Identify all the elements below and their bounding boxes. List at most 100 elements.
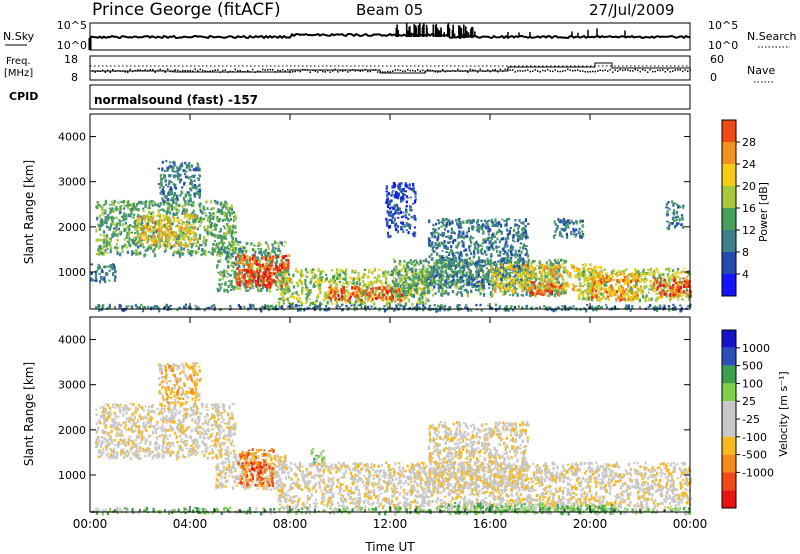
power-echo-cell bbox=[185, 170, 188, 173]
power-echo-cell bbox=[543, 278, 546, 282]
nave-point bbox=[569, 69, 571, 72]
power-echo-cell bbox=[493, 283, 497, 286]
power-echo-cell bbox=[224, 284, 227, 286]
power-echo-cell bbox=[254, 263, 258, 265]
power-echo-cell bbox=[193, 192, 196, 197]
power-echo-cell bbox=[560, 289, 563, 292]
power-echo-cell bbox=[225, 288, 228, 292]
power-echo-cell bbox=[532, 281, 536, 286]
power-echo-cell bbox=[134, 249, 137, 252]
power-echo-cell bbox=[176, 197, 179, 201]
power-echo-cell bbox=[557, 288, 560, 293]
nave-point bbox=[119, 70, 121, 72]
power-echo-cell bbox=[545, 286, 548, 289]
power-echo-cell bbox=[192, 250, 195, 252]
power-echo-cell bbox=[161, 197, 164, 201]
power-echo-cell bbox=[490, 236, 493, 241]
nave-label: Nave bbox=[747, 64, 775, 77]
power-echo-cell bbox=[391, 296, 394, 300]
nave-point bbox=[629, 70, 631, 72]
power-echo-cell bbox=[533, 260, 536, 262]
power-echo-cell bbox=[167, 234, 171, 236]
power-echo-cell bbox=[415, 282, 418, 286]
power-echo-cell bbox=[473, 283, 476, 287]
power-echo-cell bbox=[642, 268, 646, 271]
power-echo-cell bbox=[583, 277, 586, 280]
power-echo-cell bbox=[533, 267, 537, 270]
power-echo-cell bbox=[379, 293, 382, 296]
power-echo-cell bbox=[460, 235, 463, 239]
power-echo-cell bbox=[99, 280, 102, 284]
power-echo-cell bbox=[232, 265, 235, 269]
power-echo-cell bbox=[483, 292, 486, 297]
power-echo-cell bbox=[123, 229, 126, 233]
power-echo-cell bbox=[219, 255, 222, 258]
power-echo-cell bbox=[452, 281, 455, 286]
power-echo-cell bbox=[192, 219, 195, 221]
power-echo-cell bbox=[460, 279, 463, 283]
power-echo-cell bbox=[175, 234, 178, 237]
power-echo-cell bbox=[120, 215, 124, 218]
power-echo-cell bbox=[116, 246, 119, 249]
power-echo-cell bbox=[104, 236, 107, 239]
power-echo-cell bbox=[508, 282, 511, 285]
power-echo-cell bbox=[232, 261, 236, 265]
power-echo-cell bbox=[642, 295, 645, 299]
power-echo-cell bbox=[289, 277, 292, 280]
power-echo-cell bbox=[427, 274, 430, 277]
power-echo-cell bbox=[491, 234, 494, 237]
power-echo-cell bbox=[166, 244, 169, 248]
power-echo-cell bbox=[205, 228, 209, 233]
power-echo-cell bbox=[227, 225, 230, 229]
nave-point bbox=[259, 70, 261, 73]
power-echo-cell bbox=[190, 224, 193, 226]
power-echo-cell bbox=[486, 238, 489, 242]
power-echo-cell bbox=[578, 271, 582, 275]
power-echo-cell bbox=[147, 245, 151, 250]
power-echo-cell bbox=[477, 284, 481, 288]
power-echo-cell bbox=[437, 219, 440, 221]
power-echo-cell bbox=[112, 221, 115, 225]
power-echo-cell bbox=[182, 210, 185, 213]
nave-point bbox=[514, 71, 516, 73]
power-echo-cell bbox=[170, 191, 173, 194]
power-echo-cell bbox=[144, 201, 147, 204]
power-echo-cell bbox=[232, 251, 235, 253]
power-echo-cell bbox=[441, 293, 444, 297]
power-echo-cell bbox=[280, 255, 283, 258]
power-echo-cell bbox=[171, 206, 174, 211]
power-echo-cell bbox=[232, 246, 235, 249]
power-echo-cell bbox=[447, 242, 450, 245]
power-echo-cell bbox=[278, 287, 281, 291]
power-echo-cell bbox=[234, 237, 238, 242]
power-echo-cell bbox=[481, 284, 484, 288]
power-echo-cell bbox=[279, 273, 282, 276]
nave-point bbox=[377, 71, 379, 73]
power-echo-cell bbox=[281, 261, 284, 264]
power-echo-cell bbox=[203, 226, 206, 230]
nave-point bbox=[372, 69, 374, 71]
power-echo-cell bbox=[230, 240, 234, 243]
power-echo-cell bbox=[476, 242, 479, 245]
power-echo-cell bbox=[195, 187, 198, 190]
power-echo-cell bbox=[124, 244, 127, 247]
power-echo-cell bbox=[524, 279, 527, 282]
power-echo-cell bbox=[176, 216, 179, 219]
power-echo-cell bbox=[518, 270, 521, 274]
power-echo-cell bbox=[178, 204, 181, 208]
power-echo-cell bbox=[206, 231, 209, 235]
power-echo-cell bbox=[375, 287, 378, 290]
power-echo-cell bbox=[188, 216, 191, 220]
power-echo-cell bbox=[493, 262, 496, 266]
power-echo-cell bbox=[276, 256, 279, 259]
power-echo-cell bbox=[640, 278, 643, 282]
power-echo-cell bbox=[522, 231, 525, 234]
power-echo-cell bbox=[463, 268, 466, 272]
power-echo-cell bbox=[386, 271, 389, 275]
nave-point bbox=[134, 69, 136, 72]
power-echo-cell bbox=[145, 238, 148, 241]
power-echo-cell bbox=[185, 208, 188, 213]
power-echo-cell bbox=[173, 206, 176, 210]
power-echo-cell bbox=[180, 232, 183, 237]
power-echo-cell bbox=[677, 267, 680, 271]
